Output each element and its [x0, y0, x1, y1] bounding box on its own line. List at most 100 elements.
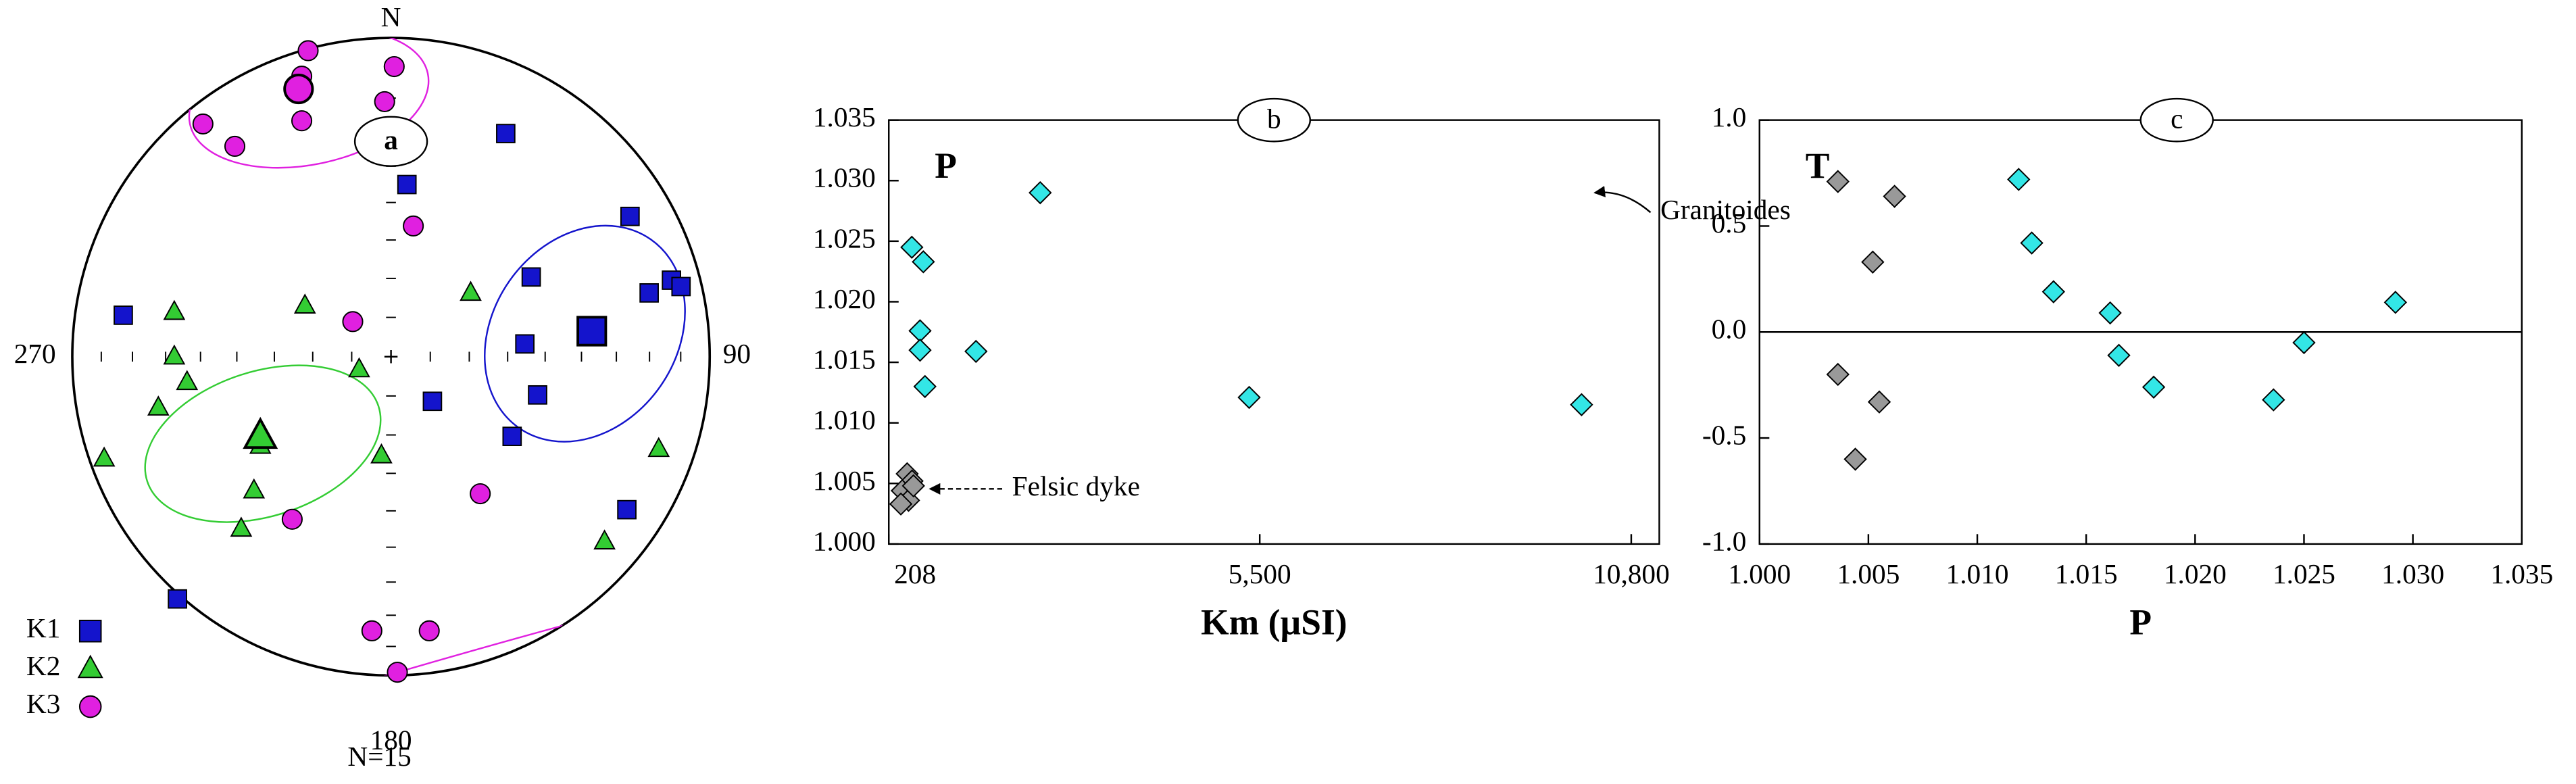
x-tick-label: 1.035	[2490, 558, 2553, 589]
y-tick-label: 1.010	[813, 404, 876, 435]
y-tick-label: 1.025	[813, 222, 876, 253]
y-tick-label: -1.0	[1702, 525, 1746, 556]
y-tick-label: 1.035	[813, 101, 876, 132]
x-tick-label: 1.010	[1946, 558, 2009, 589]
y-tick-label: -0.5	[1702, 420, 1746, 451]
square-marker	[502, 426, 522, 446]
y-tick-label: 1.030	[813, 162, 876, 193]
ellipses	[144, 38, 686, 676]
square-marker	[639, 283, 659, 303]
square-marker	[515, 334, 535, 354]
diamond-marker	[913, 374, 937, 399]
panel-label: a	[384, 124, 398, 155]
triangle-marker	[593, 529, 616, 549]
diamond-marker	[1867, 390, 1891, 414]
x-axis-title: P	[2129, 602, 2152, 643]
circle-marker	[383, 55, 405, 78]
direction-label: N	[381, 1, 401, 32]
triangle-marker	[243, 478, 266, 499]
diamond-marker	[2262, 388, 2285, 412]
confidence-ellipse	[380, 623, 568, 676]
diamond-marker	[1826, 170, 1850, 193]
x-tick-label: 1.030	[2381, 558, 2444, 589]
diamond-marker	[1861, 250, 1885, 274]
circle-marker	[291, 110, 313, 132]
triangle-marker	[370, 443, 393, 464]
legend-label: K2	[26, 650, 61, 681]
square-marker	[397, 174, 417, 195]
circle-marker	[192, 113, 214, 134]
diamond-marker	[2020, 231, 2044, 255]
circle-marker	[418, 620, 440, 641]
x-tick-label: 10,800	[1593, 558, 1670, 589]
panel-label-box	[1237, 97, 1312, 143]
triangle-marker	[93, 446, 116, 467]
circle-marker	[387, 662, 408, 683]
diamond-marker	[964, 339, 988, 364]
x-axis-title: Km (µSI)	[1201, 602, 1347, 643]
triangle-marker	[243, 416, 278, 449]
triangle-marker	[163, 299, 186, 320]
diamond-marker	[2292, 330, 2316, 355]
y-tick-label: 1.005	[813, 465, 876, 496]
direction-label: 180	[370, 725, 412, 756]
direction-label: 270	[14, 338, 56, 369]
plot-frame	[888, 119, 1660, 545]
triangle-marker	[230, 516, 253, 537]
circle-marker	[470, 483, 491, 505]
triangle-marker	[147, 395, 170, 416]
diamond-marker	[2098, 301, 2122, 325]
square-marker	[114, 305, 133, 325]
diamond-marker	[2383, 291, 2408, 314]
annotation-arrow	[1593, 186, 1652, 214]
diamond-marker	[1237, 385, 1261, 410]
diamond-marker	[901, 474, 925, 498]
square-marker	[168, 589, 187, 609]
circle-marker	[78, 695, 102, 718]
square-marker	[620, 206, 640, 226]
footnote: N=15	[347, 741, 411, 772]
diamond-marker	[2141, 375, 2166, 399]
square-marker	[422, 391, 443, 412]
x-tick-label: 1.000	[1728, 558, 1791, 589]
diamond-marker	[908, 319, 932, 343]
diamond-marker	[1570, 393, 1593, 416]
annotation: Felsic dyke	[1012, 470, 1140, 501]
circle-marker	[403, 215, 424, 237]
diamond-marker	[1029, 180, 1052, 205]
x-tick-label: 1.015	[2055, 558, 2118, 589]
diamond-marker	[2041, 280, 2066, 303]
triangle-marker	[163, 344, 186, 365]
circle-marker	[224, 135, 246, 157]
y-tick-label: 1.020	[813, 283, 876, 314]
circle-marker	[342, 311, 364, 333]
circle-marker	[283, 73, 314, 105]
triangle-marker	[293, 293, 316, 314]
diamond-marker	[900, 235, 924, 259]
x-tick-label: 208	[894, 558, 936, 589]
triangle-marker	[77, 654, 103, 679]
y-tick-label: 1.0	[1712, 101, 1747, 132]
diamond-marker	[2007, 168, 2031, 191]
legend-label: K3	[26, 688, 61, 719]
y-tick-label: 1.000	[813, 525, 876, 556]
square-marker	[496, 124, 516, 143]
x-tick-label: 5,500	[1229, 558, 1291, 589]
panel-label: c	[2171, 103, 2183, 134]
legend-label: K1	[26, 612, 61, 643]
triangle-marker	[348, 357, 370, 378]
square-marker	[521, 267, 541, 287]
panel-label-box	[2139, 97, 2214, 143]
x-tick-label: 1.020	[2164, 558, 2227, 589]
y-tick-label: 1.015	[813, 344, 876, 375]
diamond-marker	[1883, 185, 1906, 208]
y-axis-title: T	[1806, 145, 1830, 186]
panel-label: b	[1267, 103, 1281, 134]
direction-label: 90	[723, 338, 751, 369]
diamond-marker	[1843, 447, 1867, 471]
diamond-marker	[2107, 343, 2131, 367]
circle-marker	[281, 508, 303, 530]
triangle-marker	[176, 370, 199, 391]
